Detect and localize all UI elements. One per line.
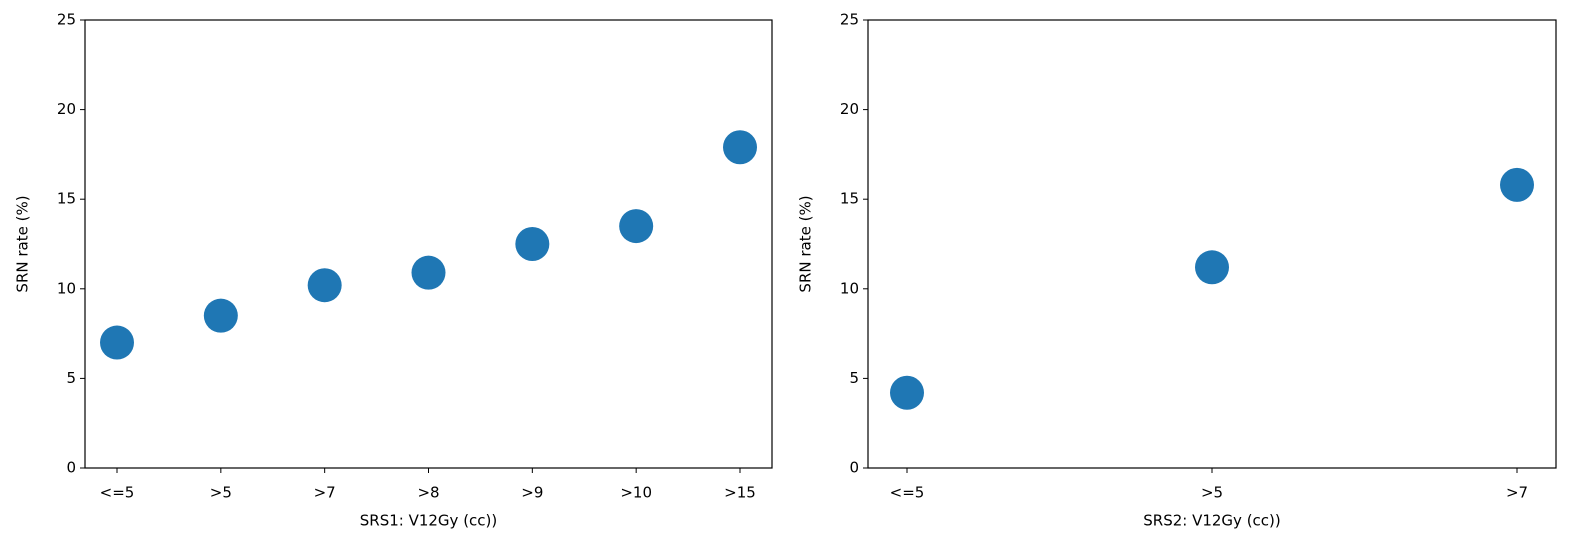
marker (890, 375, 924, 410)
y-tick-label: 25 (840, 11, 859, 29)
x-tick-label: >8 (417, 484, 439, 502)
x-tick-label: >7 (314, 484, 336, 502)
marker (307, 268, 342, 303)
y-tick-label: 20 (57, 100, 76, 118)
marker (619, 209, 654, 244)
marker (100, 325, 134, 360)
y-tick-label: 0 (66, 459, 76, 477)
y-tick-label: 10 (840, 279, 859, 297)
marker (1195, 250, 1229, 285)
y-tick-label: 15 (840, 190, 859, 208)
y-tick-label: 5 (849, 369, 859, 387)
marker (203, 298, 238, 333)
y-tick-label: 15 (57, 190, 76, 208)
y-axis-label: SRN rate (%) (797, 195, 815, 292)
y-tick-label: 20 (840, 100, 859, 118)
x-tick-label: >9 (521, 484, 543, 502)
y-tick-label: 10 (57, 279, 76, 297)
y-tick-label: 0 (849, 459, 859, 477)
y-axis-label: SRN rate (%) (14, 195, 32, 292)
x-tick-label: <=5 (100, 484, 135, 502)
x-tick-label: >15 (724, 484, 756, 502)
x-tick-label: >5 (210, 484, 232, 502)
x-axis-label: SRS2: V12Gy (cc)) (1143, 512, 1281, 530)
y-tick-label: 25 (57, 11, 76, 29)
marker (1500, 167, 1534, 202)
marker (723, 130, 757, 165)
plot-frame (867, 19, 1557, 469)
plot-frame (84, 19, 773, 469)
marker (515, 227, 550, 261)
x-tick-label: >5 (1201, 484, 1223, 502)
x-tick-label: >7 (1506, 484, 1528, 502)
y-tick-label: 5 (66, 369, 76, 387)
marker (411, 255, 446, 290)
x-tick-label: <=5 (890, 484, 925, 502)
x-axis-label: SRS1: V12Gy (cc)) (360, 512, 498, 530)
x-tick-label: >10 (620, 484, 652, 502)
